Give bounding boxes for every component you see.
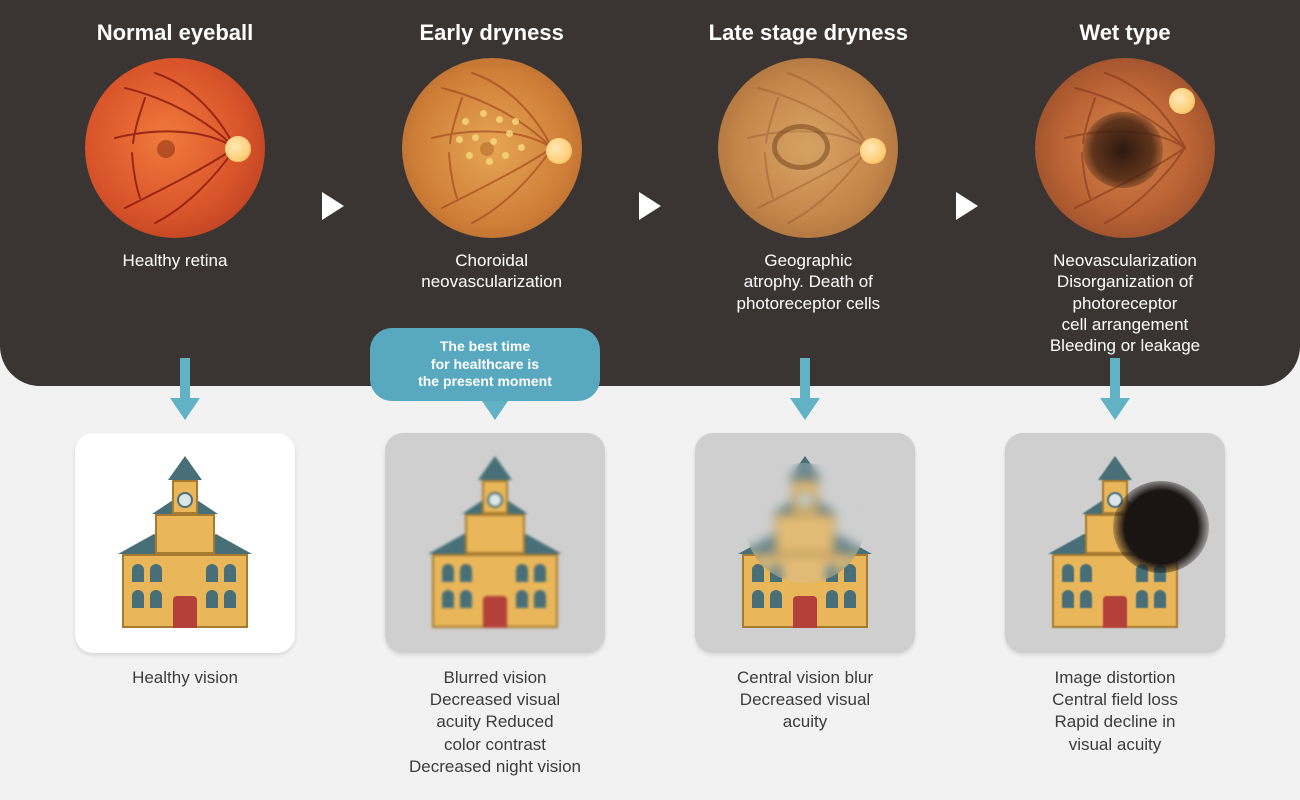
vision-label: Central vision blur Decreased visual acu… [680,667,930,733]
vision-label: Blurred vision Decreased visual acuity R… [370,667,620,777]
retina-image [85,58,265,238]
stages-row: Normal eyeball Healthy retina Early dryne… [50,20,1250,356]
progress-arrow-icon [954,190,980,227]
vision-label: Image distortion Central field loss Rapi… [990,667,1240,755]
vision-label: Healthy vision [60,667,310,689]
vision-card [75,433,295,653]
vision-col: Image distortion Central field loss Rapi… [990,406,1240,777]
retina-image [1035,58,1215,238]
stage-sub-label: Choroidal neovascularization [367,250,617,293]
scotoma-overlay [1113,481,1209,573]
stage-col: Late stage dryness Geographic atrophy. D… [683,20,933,314]
stage-title: Late stage dryness [683,20,933,46]
vision-col: Healthy vision [60,406,310,777]
vision-col: Central vision blur Decreased visual acu… [680,406,930,777]
stage-title: Normal eyeball [50,20,300,46]
top-panel: Normal eyeball Healthy retina Early dryne… [0,0,1300,386]
vision-card [1005,433,1225,653]
stage-title: Early dryness [367,20,617,46]
vision-col: Blurred vision Decreased visual acuity R… [370,406,620,777]
stage-sub-label: Geographic atrophy. Death of photorecept… [683,250,933,314]
stage-col: Normal eyeball Healthy retina [50,20,300,271]
vision-card [385,433,605,653]
vision-row: Healthy vision Blurred vision Decreased … [0,386,1300,777]
retina-image [402,58,582,238]
building-icon [110,458,260,628]
stage-sub-label: Neovascularization Disorganization of ph… [1000,250,1250,356]
central-blur-overlay [745,463,865,583]
down-arrow-icon [990,358,1240,427]
stage-title: Wet type [1000,20,1250,46]
progress-arrow-icon [320,190,346,227]
retina-image [718,58,898,238]
building-icon [420,458,570,628]
down-arrow-icon [680,358,930,427]
healthcare-callout: The best time for healthcare is the pres… [370,328,600,401]
stage-col: Early dryness Choroidal neovascularizati… [367,20,617,293]
stage-sub-label: Healthy retina [50,250,300,271]
down-arrow-icon [60,358,310,427]
stage-col: Wet type Neovascularization Disorganizat… [1000,20,1250,356]
progress-arrow-icon [637,190,663,227]
vision-card [695,433,915,653]
